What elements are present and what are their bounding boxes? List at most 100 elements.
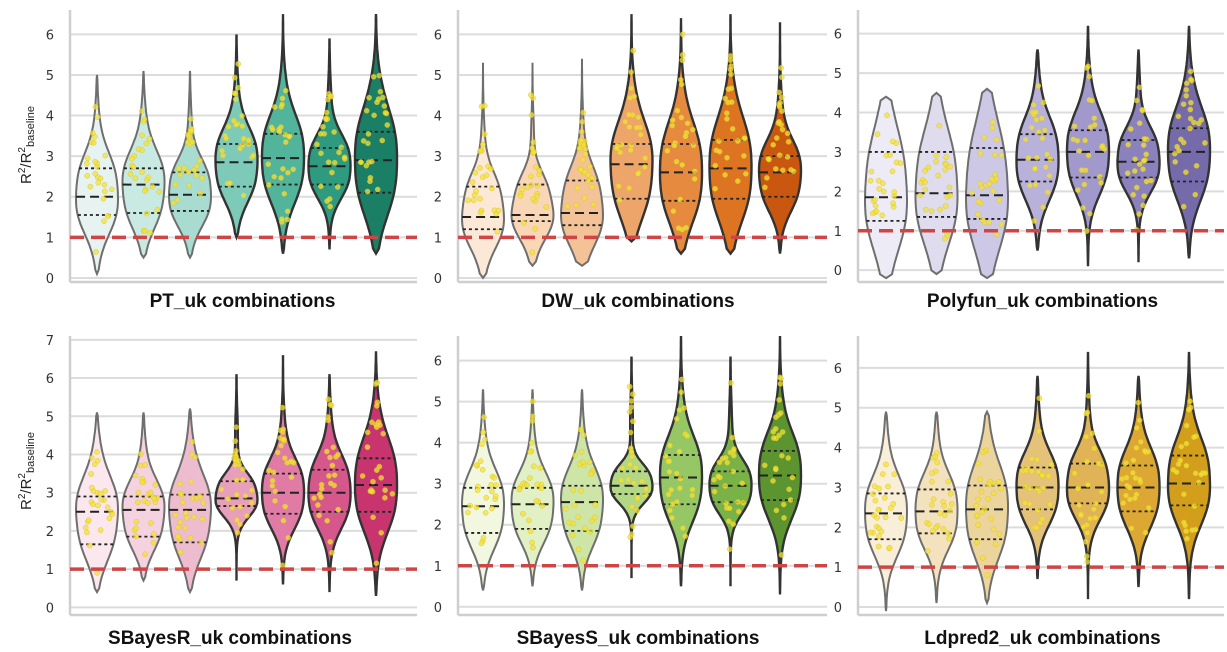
data-point bbox=[89, 484, 95, 491]
data-point bbox=[370, 514, 376, 521]
y-tick-label: 0 bbox=[834, 601, 842, 616]
data-point bbox=[378, 529, 385, 536]
data-point bbox=[270, 469, 277, 475]
data-point bbox=[146, 136, 153, 142]
data-point bbox=[947, 490, 954, 497]
data-point bbox=[1033, 117, 1040, 123]
data-point bbox=[279, 95, 286, 102]
data-point bbox=[538, 485, 544, 491]
data-point bbox=[1148, 177, 1154, 184]
data-point bbox=[1183, 87, 1190, 93]
data-point bbox=[1141, 448, 1148, 454]
data-point bbox=[776, 432, 782, 439]
data-point bbox=[1136, 120, 1143, 126]
data-point bbox=[495, 207, 502, 214]
violin-body bbox=[658, 335, 704, 587]
data-point bbox=[284, 216, 291, 223]
data-point bbox=[373, 560, 380, 566]
data-point bbox=[669, 117, 676, 123]
data-point bbox=[198, 540, 204, 546]
violin-body bbox=[1015, 375, 1060, 580]
data-point bbox=[742, 170, 749, 177]
data-point bbox=[172, 512, 179, 518]
data-point bbox=[473, 188, 479, 194]
data-point bbox=[741, 153, 747, 159]
violin-4 bbox=[1015, 49, 1060, 251]
data-point bbox=[1098, 179, 1104, 186]
data-point bbox=[770, 478, 776, 484]
violin-body bbox=[914, 91, 959, 276]
data-point bbox=[989, 125, 996, 131]
data-point bbox=[1040, 99, 1047, 106]
data-point bbox=[1140, 166, 1146, 172]
data-point bbox=[1097, 173, 1103, 180]
data-point bbox=[488, 482, 494, 488]
data-point bbox=[1035, 83, 1042, 89]
data-point bbox=[668, 487, 674, 493]
panel-polyfun-uk: 0 1 2 3 4 5 6 Polyfun_uk combinations bbox=[830, 0, 1227, 326]
y-tick-label: 6 bbox=[434, 355, 442, 370]
data-point bbox=[679, 31, 686, 38]
data-point bbox=[1191, 503, 1198, 509]
data-point bbox=[626, 383, 633, 390]
data-point bbox=[1089, 430, 1096, 437]
data-point bbox=[327, 401, 334, 408]
data-point bbox=[942, 512, 948, 519]
data-point bbox=[1181, 519, 1187, 526]
data-point bbox=[873, 208, 880, 215]
data-point bbox=[1140, 142, 1147, 148]
data-point bbox=[106, 515, 113, 522]
data-point bbox=[229, 505, 236, 511]
data-point bbox=[1022, 136, 1029, 143]
data-point bbox=[1136, 417, 1143, 424]
data-point bbox=[177, 519, 184, 526]
data-point bbox=[330, 444, 337, 451]
data-point bbox=[481, 131, 488, 137]
data-point bbox=[233, 477, 240, 483]
data-point bbox=[278, 175, 284, 181]
data-point bbox=[225, 496, 231, 502]
data-point bbox=[282, 139, 289, 145]
data-point bbox=[722, 95, 729, 102]
data-point bbox=[928, 501, 935, 508]
data-point bbox=[882, 495, 888, 501]
data-point bbox=[984, 572, 991, 578]
data-point bbox=[533, 497, 540, 504]
data-point bbox=[998, 221, 1005, 228]
data-point bbox=[1195, 479, 1202, 486]
data-point bbox=[876, 533, 882, 539]
data-point bbox=[1137, 439, 1144, 445]
data-point bbox=[92, 158, 98, 165]
data-point bbox=[577, 426, 584, 433]
data-point bbox=[489, 505, 495, 512]
data-point bbox=[998, 152, 1005, 159]
data-point bbox=[642, 155, 648, 161]
data-point bbox=[235, 84, 241, 91]
data-point bbox=[379, 137, 386, 144]
data-point bbox=[369, 488, 376, 495]
data-point bbox=[992, 541, 999, 547]
data-point bbox=[1046, 172, 1053, 179]
data-point bbox=[250, 152, 257, 159]
data-point bbox=[635, 114, 642, 121]
data-point bbox=[716, 138, 722, 144]
data-point bbox=[589, 175, 595, 182]
data-point bbox=[1084, 458, 1091, 465]
data-point bbox=[1139, 107, 1146, 114]
data-point bbox=[874, 514, 880, 521]
data-point bbox=[364, 444, 371, 450]
data-point bbox=[265, 161, 272, 167]
data-point bbox=[1172, 159, 1179, 165]
data-point bbox=[1189, 527, 1195, 533]
data-point bbox=[691, 168, 698, 175]
data-point bbox=[724, 459, 731, 466]
data-point bbox=[147, 489, 154, 496]
data-point bbox=[691, 176, 698, 182]
data-point bbox=[679, 162, 686, 168]
data-point bbox=[537, 465, 544, 471]
data-point bbox=[276, 128, 283, 135]
data-point bbox=[364, 188, 371, 195]
data-point bbox=[942, 203, 949, 209]
y-tick-label: 7 bbox=[46, 334, 54, 349]
data-point bbox=[947, 163, 953, 170]
